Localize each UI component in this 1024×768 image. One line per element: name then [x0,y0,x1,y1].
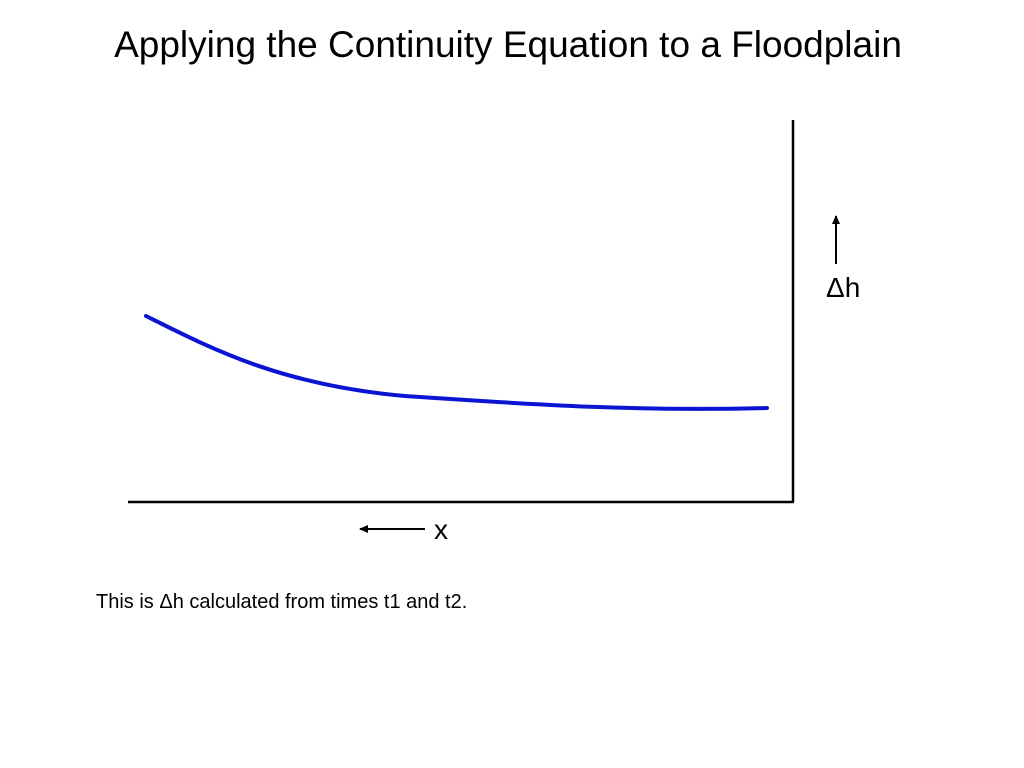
x-axis-label: x [434,514,448,545]
delta-h-label: Δh [826,272,861,303]
caption: This is Δh calculated from times t1 and … [96,591,468,613]
delta-h-curve [144,314,769,411]
slide-title: Applying the Continuity Equation to a Fl… [114,24,902,65]
